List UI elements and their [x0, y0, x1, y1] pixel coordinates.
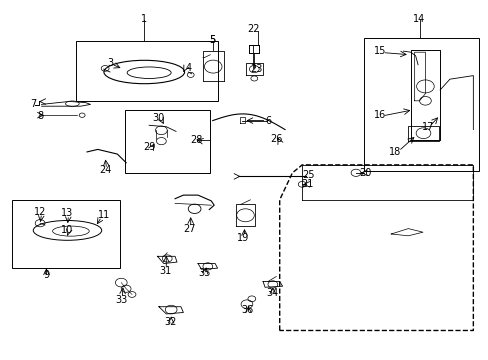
Text: 33: 33 [115, 294, 127, 305]
Text: 25: 25 [301, 170, 314, 180]
Text: 19: 19 [237, 233, 249, 243]
Text: 31: 31 [159, 266, 171, 276]
Text: 24: 24 [99, 165, 111, 175]
Text: 32: 32 [163, 317, 176, 327]
Text: 36: 36 [240, 305, 253, 315]
Text: 30: 30 [152, 113, 165, 123]
Bar [364, 38, 478, 171]
Text: 16: 16 [373, 110, 386, 120]
Text: 9: 9 [43, 270, 49, 280]
Text: 12: 12 [34, 207, 46, 217]
Text: 14: 14 [412, 14, 425, 24]
Text: 1: 1 [141, 14, 147, 24]
Text: 21: 21 [300, 179, 313, 189]
Text: 7: 7 [30, 99, 36, 109]
Text: 4: 4 [185, 63, 191, 73]
Text: 35: 35 [198, 268, 210, 278]
Bar [124, 110, 210, 173]
Text: 6: 6 [264, 116, 270, 126]
Text: 8: 8 [37, 111, 43, 121]
Text: 28: 28 [190, 135, 203, 145]
Text: 27: 27 [183, 224, 196, 234]
Bar [12, 200, 120, 268]
Text: 34: 34 [266, 288, 279, 298]
Text: 18: 18 [388, 147, 401, 157]
Text: 17: 17 [421, 122, 433, 132]
Text: 10: 10 [61, 225, 74, 235]
Text: 13: 13 [61, 208, 74, 218]
Text: 5: 5 [209, 35, 215, 45]
Text: 15: 15 [373, 46, 386, 56]
Bar [76, 41, 217, 101]
Text: 5: 5 [209, 35, 215, 45]
Text: 26: 26 [269, 134, 282, 144]
Text: 20: 20 [359, 168, 371, 178]
Text: 11: 11 [97, 210, 110, 220]
Text: 3: 3 [107, 58, 113, 68]
Text: 29: 29 [142, 142, 155, 152]
Text: 22: 22 [246, 24, 259, 34]
Text: 23: 23 [250, 64, 263, 74]
